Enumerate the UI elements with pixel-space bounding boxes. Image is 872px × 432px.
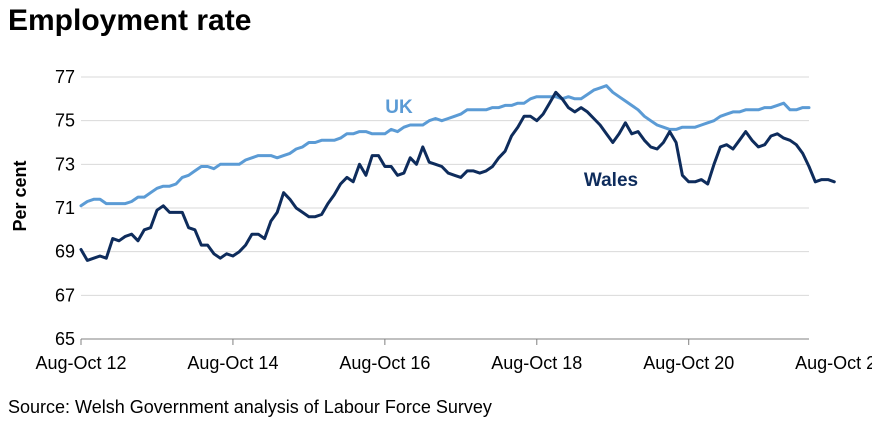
series-label-wales: Wales (584, 170, 638, 191)
series-label-uk: UK (385, 97, 413, 118)
y-tick-labels: 65 67 69 71 73 75 77 (55, 67, 75, 349)
series-line-uk (79, 84, 811, 208)
x-tick-label: Aug-Oct 20 (643, 353, 734, 373)
y-tick-label: 65 (55, 329, 75, 349)
y-tick-label: 75 (55, 111, 75, 131)
x-tick-label: Aug-Oct 14 (187, 353, 278, 373)
y-tick-label: 67 (55, 285, 75, 305)
series-labels: UK Wales (385, 97, 638, 191)
y-axis-label: Per cent (10, 160, 30, 231)
y-tick-label: 71 (55, 198, 75, 218)
source-note: Source: Welsh Government analysis of Lab… (8, 397, 492, 417)
x-tick-label: Aug-Oct 16 (339, 353, 430, 373)
x-tick-label: Aug-Oct 18 (491, 353, 582, 373)
gridlines (81, 76, 809, 296)
x-tick-label: Aug-Oct 12 (35, 353, 126, 373)
y-tick-label: 73 (55, 154, 75, 174)
chart-title: Employment rate (8, 4, 252, 37)
x-tick-label: Aug-Oct 22 (795, 353, 872, 373)
x-axis: Aug-Oct 12 Aug-Oct 14 Aug-Oct 16 Aug-Oct 18… (35, 338, 872, 373)
series-line-wales (79, 90, 836, 262)
series-lines (79, 84, 836, 262)
y-tick-label: 69 (55, 242, 75, 262)
y-tick-label: 77 (55, 67, 75, 87)
